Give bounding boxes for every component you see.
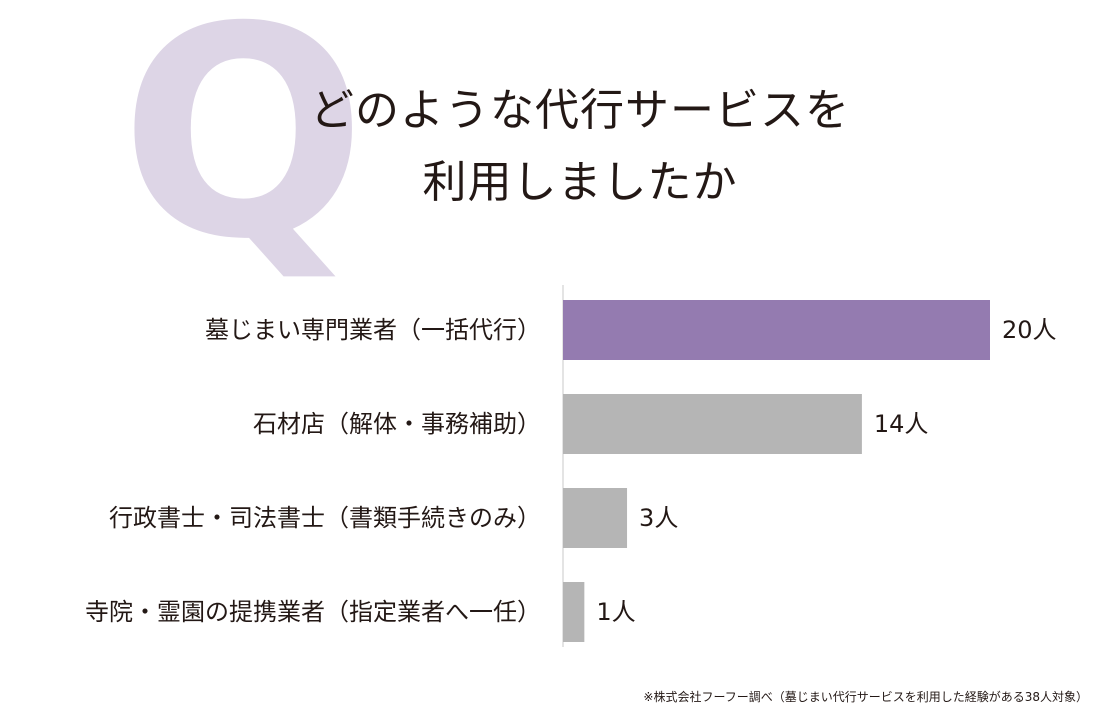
question-title: どのような代行サービスを 利用しましたか [260,75,900,219]
q-mark: Q [120,0,367,303]
bar-3 [563,582,585,642]
category-label-0: 墓じまい専門業者（一括代行） [205,316,541,344]
category-label-3: 寺院・霊園の提携業者（指定業者へ一任） [85,598,541,626]
question-line-1: どのような代行サービスを [310,85,850,136]
category-label-2: 行政書士・司法書士（書類手続きのみ） [109,504,541,532]
bar-0 [563,300,990,360]
value-label-2: 3人 [639,504,678,532]
value-label-3: 1人 [596,598,635,626]
value-label-0: 20人 [1002,316,1057,344]
value-label-1: 14人 [874,410,929,438]
question-line-2: 利用しましたか [422,157,738,208]
source-note: ※株式会社フーフー調べ（墓じまい代行サービスを利用した経験がある38人対象） [643,690,1088,704]
category-label-1: 石材店（解体・事務補助） [253,410,541,438]
bar-1 [563,394,862,454]
bar-2 [563,488,628,548]
